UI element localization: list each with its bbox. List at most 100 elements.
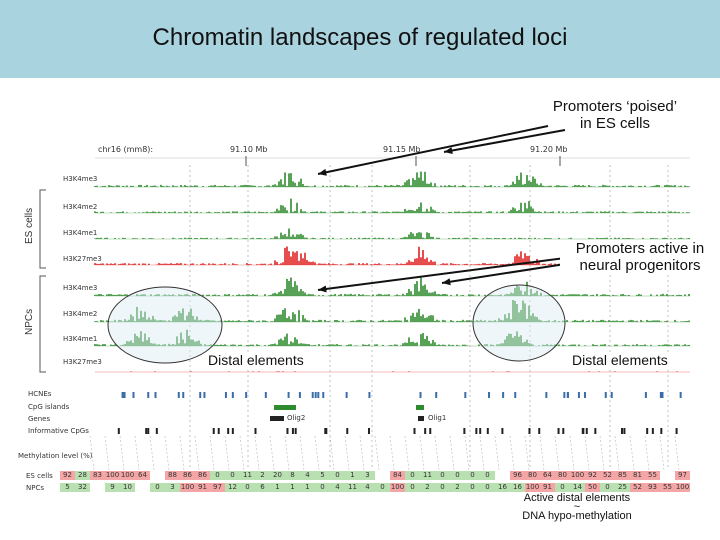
npc-methylation-cell: 11	[345, 483, 360, 492]
es-methylation-cell: 2	[255, 471, 270, 480]
connector-line	[524, 435, 530, 471]
chrom-label: chr16 (mm8):	[98, 145, 154, 154]
connector-line	[179, 435, 185, 471]
npc-meth-row-label: NPCs	[26, 484, 44, 492]
npc-methylation-cell: 0	[240, 483, 255, 492]
connector-line	[224, 435, 230, 471]
es-bracket	[39, 189, 46, 269]
es-track-label: H3K27me3	[63, 255, 102, 263]
es-methylation-cell: 3	[360, 471, 375, 480]
connector-line	[359, 435, 365, 471]
feature-label-hcne: HCNEs	[28, 390, 52, 398]
es-methylation-cell: 11	[240, 471, 255, 480]
informative-cpg-mark	[581, 428, 584, 434]
hcne-mark	[199, 392, 202, 398]
connector-line	[509, 435, 515, 471]
es-methylation-cell: 28	[75, 471, 90, 480]
hcne-mark	[604, 392, 607, 398]
hcne-mark	[583, 392, 586, 398]
connector-line	[89, 435, 95, 471]
npc-methylation-cell: 3	[165, 483, 180, 492]
es-methylation-cell: 92	[60, 471, 75, 480]
npc-methylation-cell: 100	[180, 483, 195, 492]
tick-label-2: 91.15 Mb	[383, 145, 421, 154]
es-methylation-cell: 86	[180, 471, 195, 480]
connector-line	[344, 435, 350, 471]
informative-cpg-mark	[424, 428, 427, 434]
distal-label-right: Distal elements	[570, 352, 670, 368]
hcne-mark	[577, 392, 580, 398]
npc-methylation-cell: 9	[105, 483, 120, 492]
gene-label-olig2: Olig2	[287, 414, 306, 422]
hcne-mark	[566, 392, 569, 398]
hcne-mark	[132, 392, 135, 398]
hcne-mark	[610, 392, 613, 398]
es-methylation-cell: 88	[165, 471, 180, 480]
connector-line	[659, 435, 665, 471]
connector-line	[449, 435, 455, 471]
hcne-mark	[488, 392, 491, 398]
hcne-mark	[177, 392, 180, 398]
informative-cpg-mark	[217, 428, 220, 434]
bottom-annotation-tilde: ~	[573, 501, 581, 513]
npc-bracket	[39, 275, 46, 373]
npc-methylation-cell: 0	[435, 483, 450, 492]
es-methylation-cell: 0	[210, 471, 225, 480]
connector-line	[539, 435, 545, 471]
es-methylation-cell: 55	[645, 471, 660, 480]
es-methylation-cell: 5	[315, 471, 330, 480]
informative-cpg-mark	[463, 428, 466, 434]
connector-line	[104, 435, 110, 471]
npc-methylation-cell: 100	[675, 483, 690, 492]
es-track-label: H3K4me2	[63, 203, 98, 211]
informative-cpg-mark	[346, 428, 349, 434]
active-annotation-line: Promoters active in	[575, 240, 705, 257]
informative-cpg-mark	[254, 428, 257, 434]
tick-label-1: 91.10 Mb	[230, 145, 268, 154]
npc-methylation-cell: 55	[660, 483, 675, 492]
npc-methylation-cell: 0	[600, 483, 615, 492]
connector-line	[434, 435, 440, 471]
hcne-mark	[661, 392, 664, 398]
informative-cpg-mark	[557, 428, 560, 434]
informative-cpg-mark	[212, 428, 215, 434]
hcne-mark	[464, 392, 467, 398]
hcne-mark	[203, 392, 206, 398]
connector-line	[464, 435, 470, 471]
connector-line	[599, 435, 605, 471]
npc-methylation-cell: 2	[420, 483, 435, 492]
connector-line	[629, 435, 635, 471]
npc-track-label: H3K4me2	[63, 310, 98, 318]
poised-annotation: Promoters ‘poised’ in ES cells	[515, 98, 715, 132]
hcne-mark	[245, 392, 248, 398]
es-track-label: H3K4me1	[63, 229, 98, 237]
connector-line	[614, 435, 620, 471]
informative-cpg-mark	[227, 428, 230, 434]
genome-browser-figure	[39, 125, 690, 471]
npc-methylation-cell: 0	[315, 483, 330, 492]
hcne-mark	[502, 392, 505, 398]
npc-group-label: NPCs	[24, 308, 35, 335]
connector-line	[194, 435, 200, 471]
npc-methylation-cell: 4	[330, 483, 345, 492]
distal-ellipse-left	[107, 286, 223, 364]
active-arrow-1-head	[318, 285, 327, 293]
poised-annotation-line: in ES cells	[579, 115, 651, 132]
poised-annotation-line: Promoters ‘poised’	[552, 98, 678, 115]
es-methylation-cell: 0	[435, 471, 450, 480]
hcne-mark	[322, 392, 325, 398]
es-group-label: ES cells	[24, 207, 35, 244]
informative-cpg-mark	[528, 428, 531, 434]
hcne-mark	[147, 392, 150, 398]
es-methylation-row: 92 28 83 100 100 64 88 86 86 0 0 11 2 20 8 4 5 0 1 3 84 0 11 0 0…	[60, 471, 690, 481]
npc-methylation-cell: 2	[450, 483, 465, 492]
npc-methylation-cell: 50	[585, 483, 600, 492]
hcne-mark	[317, 392, 320, 398]
informative-cpg-mark	[117, 428, 120, 434]
active-arrow-1	[317, 253, 597, 291]
connector-line	[239, 435, 245, 471]
connector-line	[479, 435, 485, 471]
npc-methylation-cell: 16	[495, 483, 510, 492]
es-methylation-cell: 0	[405, 471, 420, 480]
informative-cpg-mark	[623, 428, 626, 434]
